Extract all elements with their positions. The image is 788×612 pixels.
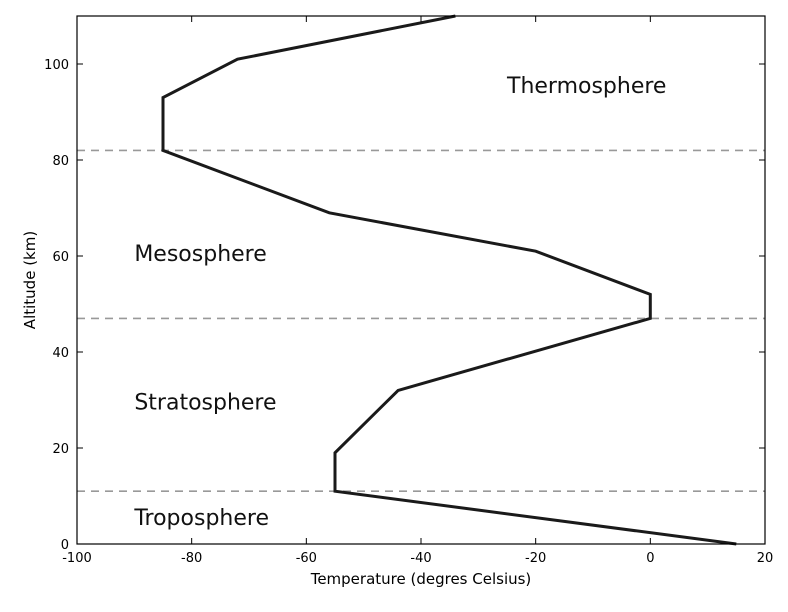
layer-boundaries — [77, 149, 765, 493]
x-axis-title: Temperature (degres Celsius) — [310, 570, 532, 588]
series-group — [161, 14, 737, 546]
layer-label-troposphere: Troposphere — [133, 506, 269, 531]
layer-label-stratosphere: Stratosphere — [134, 391, 276, 416]
y-tick-label: 60 — [52, 250, 69, 265]
plot-area — [77, 16, 765, 544]
x-tick-label: -40 — [410, 551, 431, 566]
temperature-profile-line — [161, 14, 737, 546]
y-tick-label: 100 — [44, 58, 69, 73]
layer-label-mesosphere: Mesosphere — [134, 242, 266, 267]
y-tick-label: 40 — [52, 346, 69, 361]
x-tick-label: 0 — [646, 551, 654, 566]
x-tick-label: -20 — [525, 551, 546, 566]
y-axis-ticks: 0 20 40 60 80 100 — [44, 58, 765, 553]
x-tick-label: 20 — [757, 551, 774, 566]
x-tick-label: -60 — [296, 551, 317, 566]
y-tick-label: 20 — [52, 442, 69, 457]
y-tick-label: 80 — [52, 154, 69, 169]
x-tick-label: -80 — [181, 551, 202, 566]
layer-label-thermosphere: Thermosphere — [506, 74, 666, 99]
y-tick-label: 0 — [61, 538, 69, 553]
layer-labels: Thermosphere Mesosphere Stratosphere Tropos… — [133, 74, 666, 531]
y-axis-title: Altitude (km) — [21, 231, 39, 329]
x-tick-label: -100 — [62, 551, 92, 566]
x-axis-ticks: -100 -80 -60 -40 -20 0 20 — [62, 16, 773, 566]
